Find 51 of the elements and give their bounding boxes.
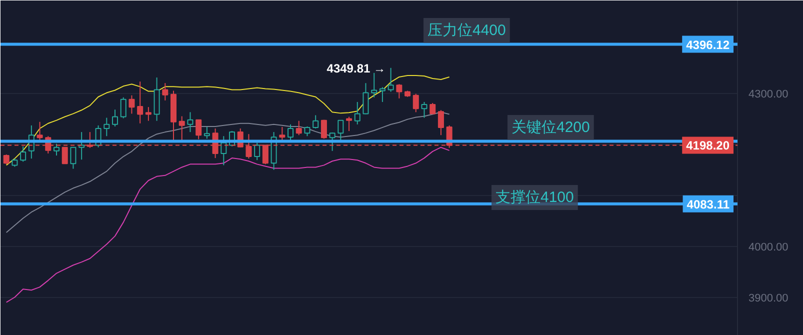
- candlestick: [145, 106, 152, 122]
- candlestick: [254, 142, 260, 161]
- text: 支撑位4100: [496, 189, 574, 206]
- candlestick: [362, 82, 369, 115]
- text: 关键位4200: [512, 119, 590, 136]
- candlestick: [53, 143, 60, 156]
- candlestick: [379, 86, 386, 102]
- annotation: 4349.81 →: [326, 62, 386, 76]
- y-tick-label: 4300.00: [748, 88, 788, 100]
- candlestick: [288, 124, 294, 141]
- candlestick: [78, 132, 85, 160]
- candlestick: [220, 136, 227, 166]
- candlestick: [70, 146, 76, 170]
- candlestick: [128, 94, 135, 114]
- line-series: [6, 112, 450, 233]
- candlestick: [438, 110, 444, 136]
- ref-line-label: 4083.11: [686, 197, 730, 212]
- candlestick: [204, 126, 210, 140]
- candlestick: [346, 116, 352, 132]
- candlestick: [371, 72, 378, 98]
- candlestick: [120, 96, 126, 119]
- candlestick: [388, 67, 394, 92]
- candlestick: [320, 119, 327, 140]
- candlestick: [187, 112, 194, 133]
- candlestick: [312, 114, 319, 129]
- candlestick: [112, 109, 118, 127]
- y-tick-label: 3900.00: [748, 292, 788, 304]
- candlestick: [3, 154, 10, 165]
- candlestick: [430, 102, 436, 114]
- candlestick: [178, 116, 185, 141]
- candlestick: [338, 120, 344, 141]
- annotation: 压力位4400: [428, 22, 506, 39]
- candlestick: [162, 82, 168, 101]
- candlestick: [396, 84, 402, 99]
- candlestick: [196, 119, 202, 140]
- candlestick: [329, 132, 336, 152]
- candlestick: [137, 81, 144, 124]
- ref-line-label: 4396.12: [686, 38, 730, 52]
- candlestick: [104, 117, 110, 137]
- candlestick: [279, 126, 286, 141]
- candlestick: [36, 121, 43, 141]
- candlestick: [296, 120, 302, 136]
- line-series: [6, 146, 450, 303]
- candlestick: [304, 126, 310, 137]
- candlestick: [412, 93, 419, 113]
- candlestick: [421, 101, 428, 118]
- y-tick-label: 4000.00: [748, 241, 788, 254]
- candlestick: [20, 146, 26, 162]
- candlestick: [354, 101, 360, 125]
- line-series: [6, 74, 450, 166]
- ref-line-label: 4198.20: [686, 138, 730, 153]
